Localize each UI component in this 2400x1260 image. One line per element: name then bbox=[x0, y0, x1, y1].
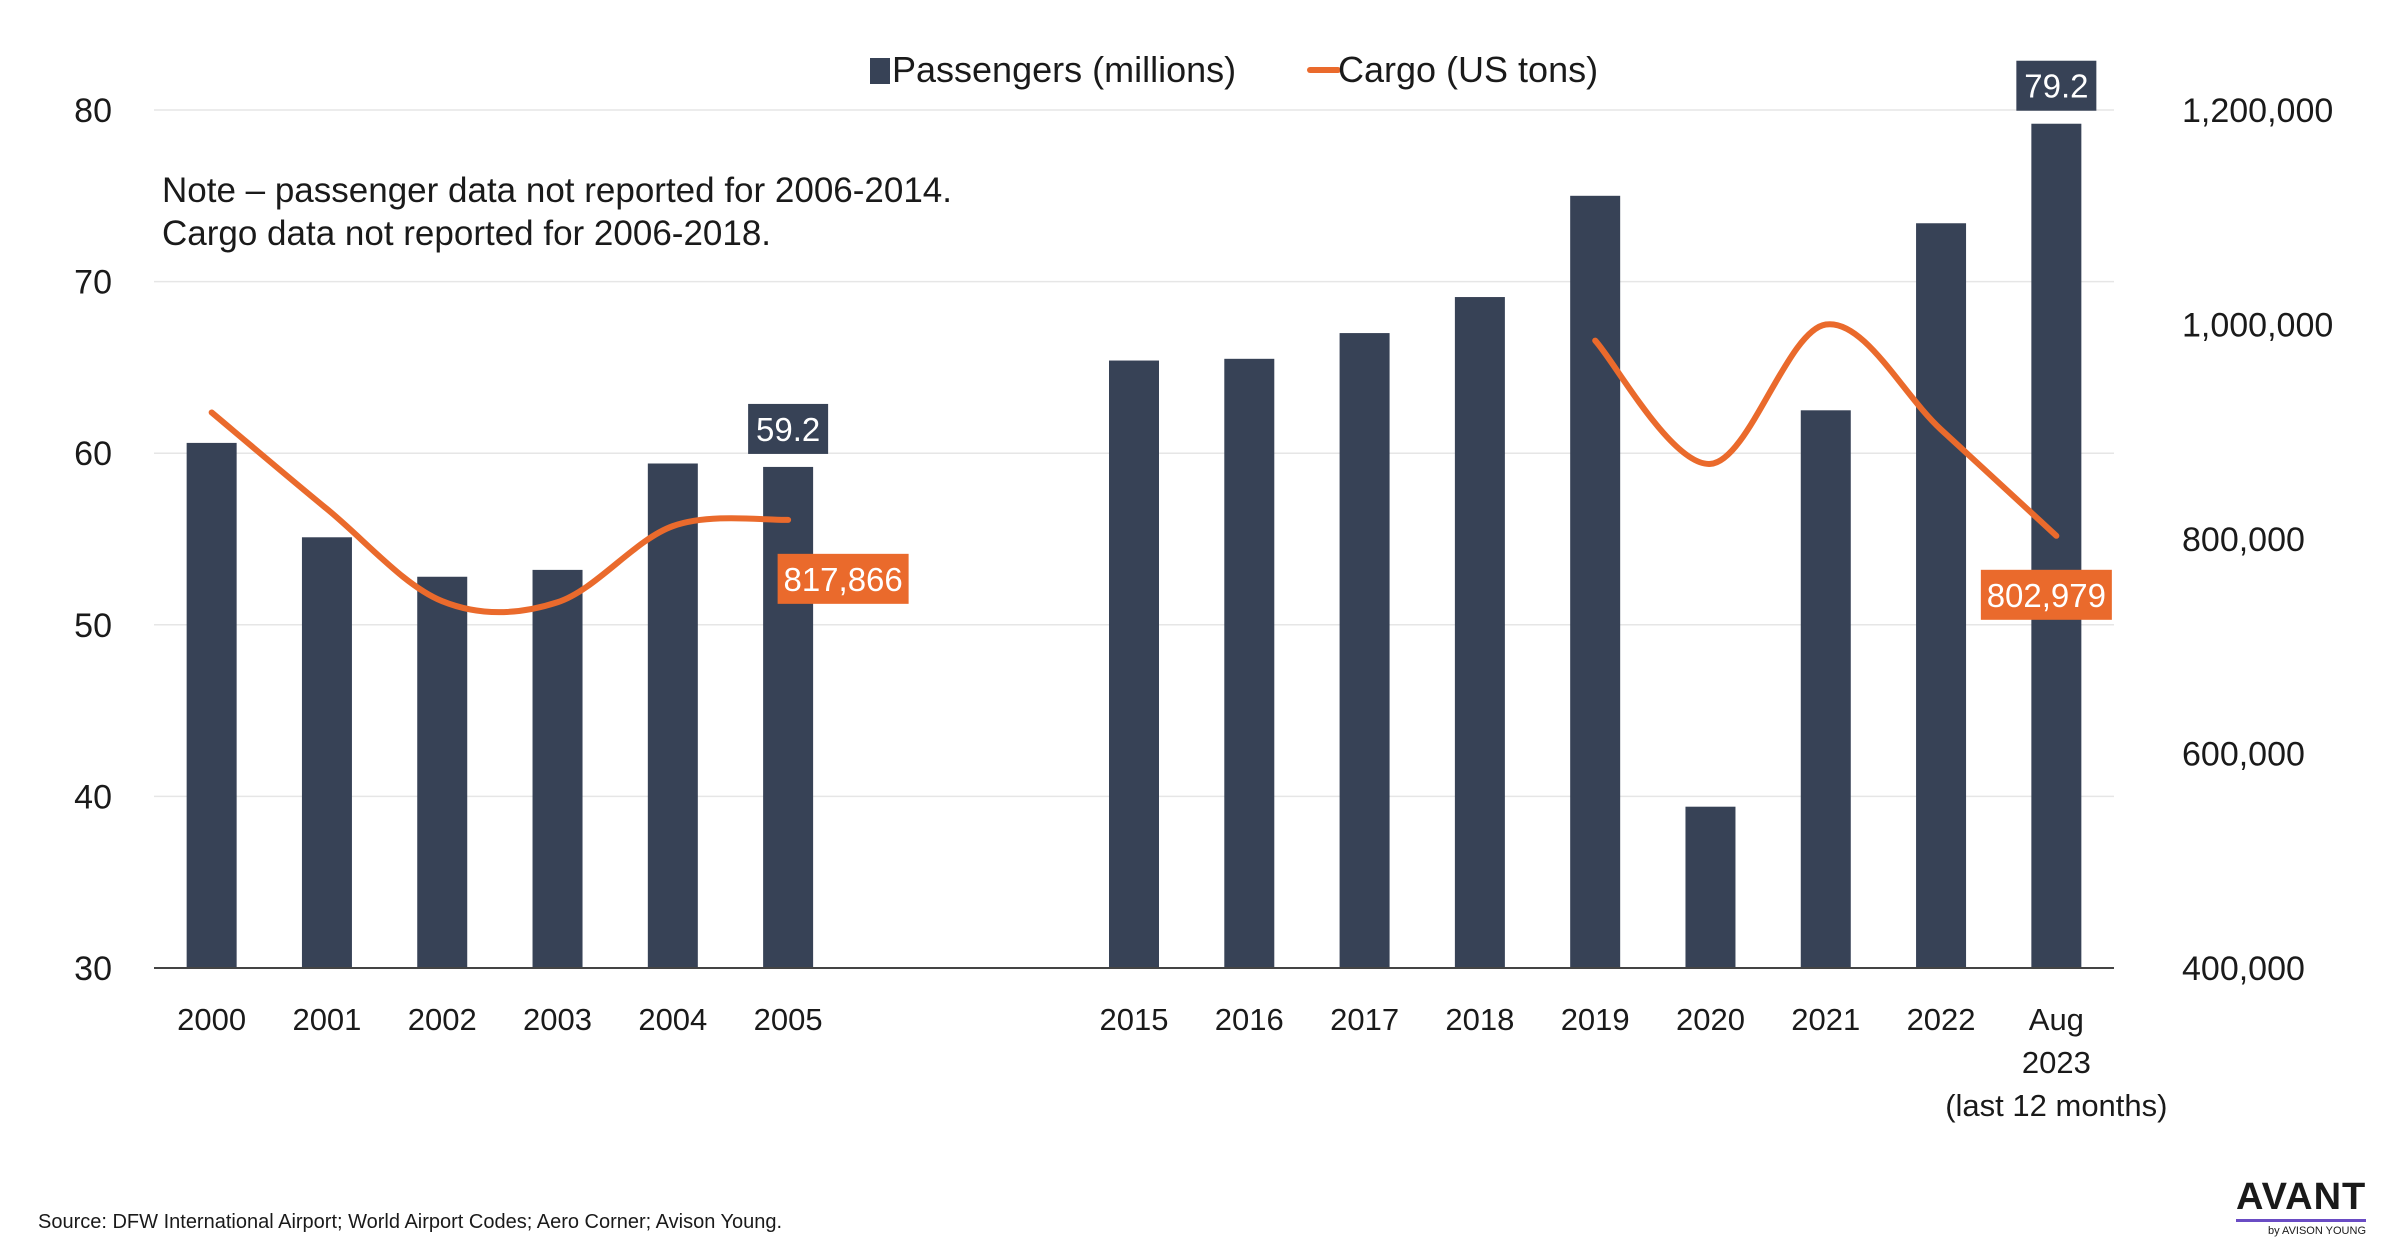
bar bbox=[2031, 123, 2082, 968]
x-tick-label: 2003 bbox=[523, 1002, 592, 1037]
bar bbox=[1224, 358, 1275, 968]
data-label: 59.2 bbox=[756, 411, 820, 448]
note-line: Note – passenger data not reported for 2… bbox=[162, 171, 952, 210]
data-label: 817,866 bbox=[783, 561, 902, 598]
bar bbox=[1916, 223, 1967, 969]
logo-subtitle: by AVISON YOUNG bbox=[2267, 1225, 2366, 1237]
x-tick-label: 2004 bbox=[638, 1002, 707, 1037]
bar bbox=[1570, 195, 1621, 969]
y-left-tick-label: 50 bbox=[74, 607, 112, 645]
y-right-tick-label: 800,000 bbox=[2182, 521, 2305, 559]
y-left-tick-label: 40 bbox=[74, 778, 112, 816]
x-tick-label: 2000 bbox=[177, 1002, 246, 1037]
note-line: Cargo data not reported for 2006-2018. bbox=[162, 214, 771, 253]
bar bbox=[763, 466, 814, 968]
x-tick-label: 2023 bbox=[2022, 1045, 2091, 1080]
data-label: 802,979 bbox=[1987, 577, 2106, 614]
x-tick-label: 2022 bbox=[1907, 1002, 1976, 1037]
legend-label-cargo: Cargo (US tons) bbox=[1338, 49, 1598, 90]
source-note: Source: DFW International Airport; World… bbox=[38, 1211, 783, 1233]
legend-label-passengers: Passengers (millions) bbox=[892, 49, 1236, 90]
y-right-tick-label: 1,000,000 bbox=[2182, 307, 2333, 345]
data-label-box bbox=[2016, 60, 2097, 111]
x-tick-label: 2020 bbox=[1676, 1002, 1745, 1037]
data-labels: 59.2 79.2 817,866 802,979 bbox=[748, 60, 2112, 620]
logo-wordmark: AVANT bbox=[2236, 1176, 2367, 1218]
x-tick-label: 2001 bbox=[292, 1002, 361, 1037]
bar-series-passengers bbox=[186, 123, 2082, 969]
data-label-box bbox=[748, 403, 829, 454]
logo-rule bbox=[2236, 1219, 2366, 1222]
bar bbox=[1109, 360, 1159, 968]
bar bbox=[647, 463, 698, 968]
x-tick-label: 2005 bbox=[754, 1002, 823, 1037]
data-label-box bbox=[777, 553, 909, 604]
y-left-tick-label: 60 bbox=[74, 435, 112, 473]
y-right-tick-label: 600,000 bbox=[2182, 736, 2305, 774]
legend: Passengers (millions) Cargo (US tons) bbox=[870, 49, 1598, 90]
data-label: 79.2 bbox=[2024, 68, 2088, 105]
y-left-tick-label: 80 bbox=[74, 92, 112, 130]
bar bbox=[1800, 410, 1851, 968]
line-series-cargo bbox=[208, 321, 2060, 616]
bar bbox=[532, 569, 583, 968]
cargo-line-segment bbox=[1592, 321, 2060, 539]
annotation-note: Note – passenger data not reported for 2… bbox=[162, 171, 952, 253]
x-tick-label: 2017 bbox=[1330, 1002, 1399, 1037]
avant-logo: AVANT by AVISON YOUNG bbox=[2236, 1178, 2366, 1237]
bar bbox=[1454, 297, 1505, 968]
x-tick-label: 2019 bbox=[1561, 1002, 1630, 1037]
y-left-tick-label: 70 bbox=[74, 264, 112, 302]
bar bbox=[186, 442, 237, 968]
y-right-tick-label: 400,000 bbox=[2182, 950, 2305, 988]
x-tick-label: (last 12 months) bbox=[1945, 1088, 2167, 1123]
bar bbox=[301, 537, 352, 968]
y-right-tick-label: 1,200,000 bbox=[2182, 92, 2333, 130]
x-tick-label: 2021 bbox=[1791, 1002, 1860, 1037]
y-left-tick-label: 30 bbox=[74, 950, 112, 988]
x-tick-label: 2015 bbox=[1100, 1002, 1169, 1037]
x-tick-label: 2016 bbox=[1215, 1002, 1284, 1037]
axes: 30 40 50 60 70 80 400,000 600,000 800,000 1,000,0… bbox=[74, 92, 2333, 1123]
legend-swatch-passengers bbox=[870, 58, 890, 84]
cargo-line-segment bbox=[208, 409, 792, 616]
bar bbox=[1685, 806, 1736, 968]
x-tick-label: 2018 bbox=[1445, 1002, 1514, 1037]
x-tick-label: 2002 bbox=[408, 1002, 477, 1037]
bar bbox=[1339, 333, 1390, 969]
data-label-box bbox=[1980, 569, 2112, 620]
bar bbox=[417, 576, 468, 968]
x-tick-label: Aug bbox=[2029, 1002, 2084, 1037]
